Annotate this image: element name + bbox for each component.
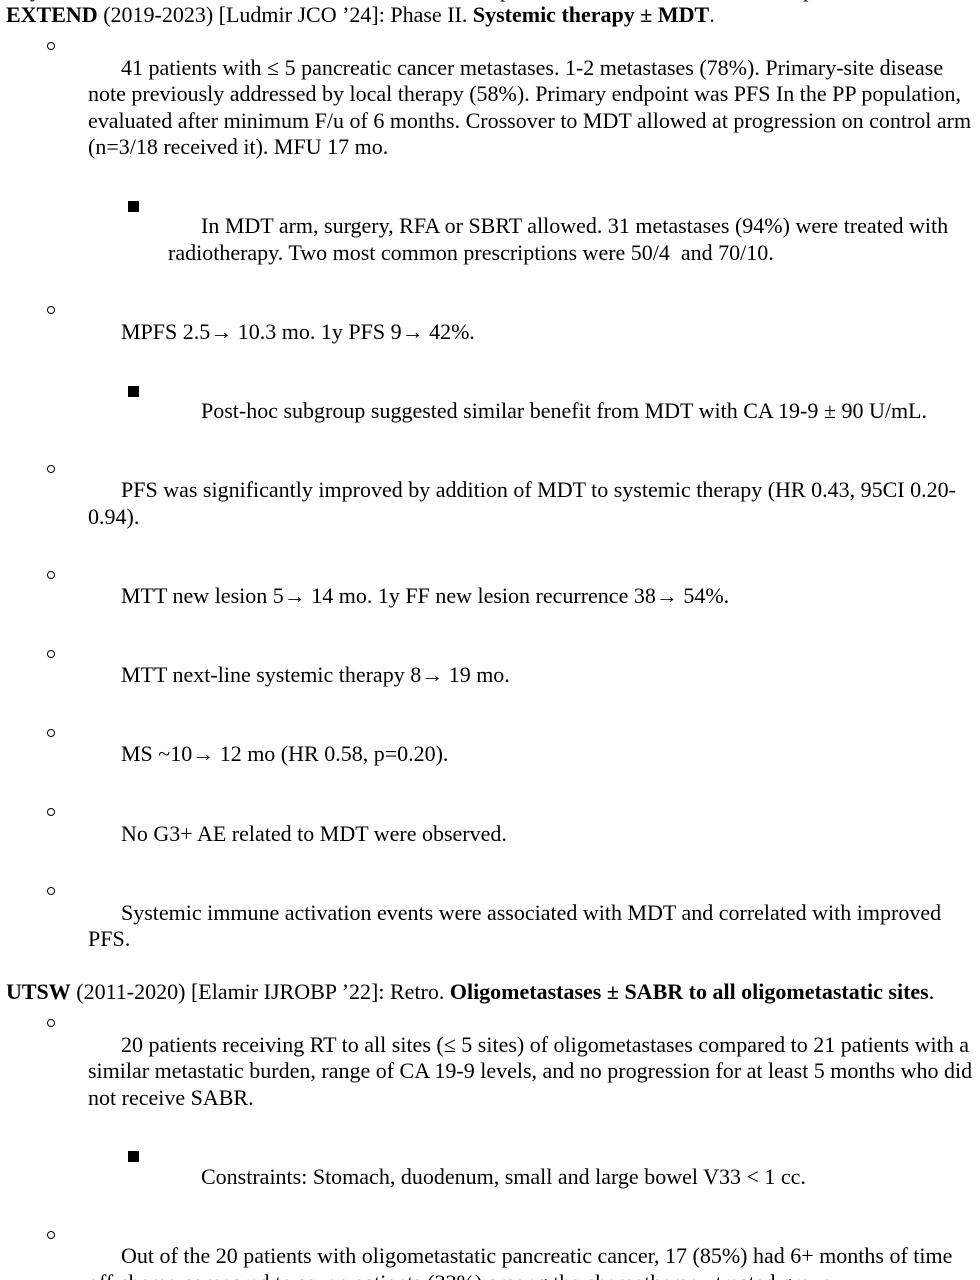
bullet-item: Systemic immune activation events were a… bbox=[47, 873, 980, 979]
bullet-text: MS ~10→ 12 mo (HR 0.58, p=0.20). bbox=[121, 741, 449, 767]
bullet-item: MPFS 2.5→ 10.3 mo. 1y PFS 9→ 42%. bbox=[47, 292, 980, 371]
bullet-text: Systemic immune activation events were a… bbox=[88, 899, 947, 952]
circle-bullet-icon bbox=[47, 464, 55, 473]
sub-bullet-item: Post-hoc subgroup suggested similar bene… bbox=[128, 372, 980, 451]
bullet-item: 20 patients receiving RT to all sites (≤… bbox=[47, 1005, 980, 1137]
circle-bullet-icon bbox=[47, 649, 55, 658]
sub-bullet-item: Constraints: Stomach, duodenum, small an… bbox=[128, 1137, 980, 1216]
square-bullet-icon bbox=[128, 1151, 139, 1163]
study-heading-extend: EXTEND (2019-2023) [Ludmir JCO ’24]: Pha… bbox=[0, 2, 980, 28]
bullet-item: MTT next-line systemic therapy 8→ 19 mo. bbox=[47, 636, 980, 715]
study-meta: (2011-2020) [Elamir IJROBP ’22]: Retro. bbox=[70, 979, 450, 1005]
clipped-glyph: y bbox=[30, 0, 41, 1]
circle-bullet-icon bbox=[47, 42, 55, 51]
bullet-item: No G3+ AE related to MDT were observed. bbox=[47, 794, 980, 873]
circle-bullet-icon bbox=[47, 808, 55, 817]
bullet-item: MTT new lesion 5→ 14 mo. 1y FF new lesio… bbox=[47, 557, 980, 636]
sub-bullet-text: Post-hoc subgroup suggested similar bene… bbox=[201, 398, 927, 424]
study-intervention: Systemic therapy ± MDT bbox=[472, 2, 710, 27]
bullet-item: Out of the 20 patients with oligometasta… bbox=[47, 1217, 980, 1280]
study-intervention: Oligometastases ± SABR to all oligometas… bbox=[449, 979, 929, 1005]
heading-period: . bbox=[709, 2, 715, 27]
study-name: UTSW bbox=[6, 979, 71, 1005]
bullet-text: 41 patients with ≤ 5 pancreatic cancer m… bbox=[88, 54, 977, 160]
heading-period: . bbox=[928, 979, 935, 1005]
circle-bullet-icon bbox=[47, 728, 55, 737]
bullet-item: MS ~10→ 12 mo (HR 0.58, p=0.20). bbox=[47, 715, 980, 794]
square-bullet-icon bbox=[128, 385, 139, 397]
bullet-text: 20 patients receiving RT to all sites (≤… bbox=[88, 1031, 978, 1110]
clipped-line-fragment: y p p bbox=[0, 0, 980, 5]
bullet-text: MTT next-line systemic therapy 8→ 19 mo. bbox=[121, 662, 510, 688]
bullet-text: Out of the 20 patients with oligometasta… bbox=[88, 1243, 953, 1280]
circle-bullet-icon bbox=[47, 570, 55, 579]
bullet-item: 41 patients with ≤ 5 pancreatic cancer m… bbox=[47, 28, 980, 186]
sub-bullet-text: Constraints: Stomach, duodenum, small an… bbox=[201, 1163, 806, 1189]
clipped-glyph: p bbox=[500, 0, 511, 1]
bullet-text: MTT new lesion 5→ 14 mo. 1y FF new lesio… bbox=[121, 582, 730, 608]
clipped-glyph: p bbox=[803, 0, 814, 1]
bullet-text: MPFS 2.5→ 10.3 mo. 1y PFS 9→ 42%. bbox=[121, 318, 475, 344]
sub-bullet-text: In MDT arm, surgery, RFA or SBRT allowed… bbox=[168, 213, 954, 265]
circle-bullet-icon bbox=[47, 306, 55, 315]
circle-bullet-icon bbox=[47, 887, 55, 896]
study-meta: (2019-2023) [Ludmir JCO ’24]: Phase II. bbox=[97, 2, 473, 27]
study-name: EXTEND bbox=[6, 2, 98, 27]
study-heading-utsw: UTSW (2011-2020) [Elamir IJROBP ’22]: Re… bbox=[0, 979, 980, 1005]
bullet-text: PFS was significantly improved by additi… bbox=[88, 477, 956, 529]
circle-bullet-icon bbox=[47, 1019, 55, 1028]
sub-bullet-item: In MDT arm, surgery, RFA or SBRT allowed… bbox=[128, 187, 980, 293]
bullet-text: No G3+ AE related to MDT were observed. bbox=[121, 820, 507, 846]
circle-bullet-icon bbox=[47, 1230, 55, 1239]
bullet-item: PFS was significantly improved by additi… bbox=[47, 451, 980, 557]
square-bullet-icon bbox=[128, 200, 139, 212]
